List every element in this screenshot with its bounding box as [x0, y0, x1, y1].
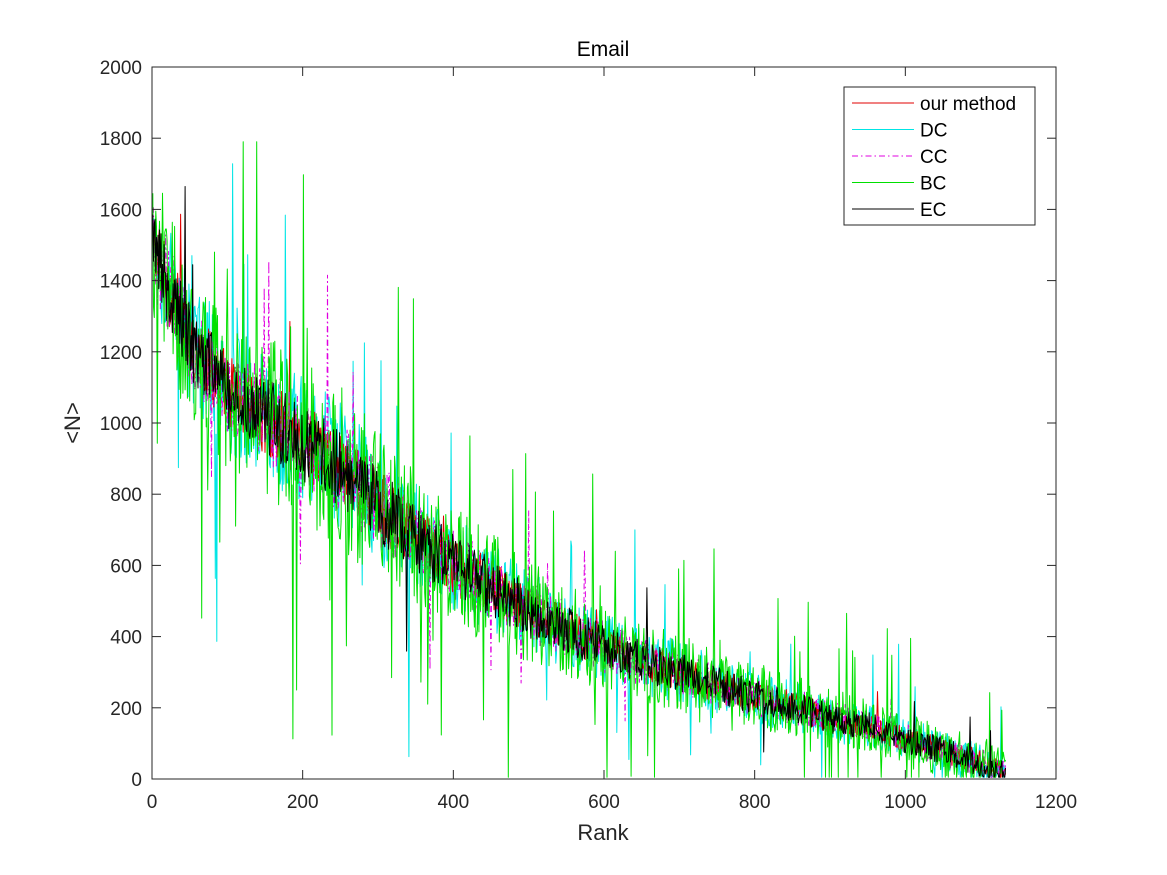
y-tick-label: 400	[110, 628, 142, 649]
y-tick-label: 1200	[100, 343, 142, 364]
legend-entry-bc: BC	[920, 174, 946, 195]
series-line-dc	[152, 163, 1006, 778]
y-tick-label: 0	[131, 770, 142, 791]
y-tick-label: 2000	[100, 58, 142, 79]
y-axis-label: <N>	[60, 402, 85, 444]
legend-entry-dc: DC	[920, 121, 947, 142]
y-tick-label: 800	[110, 485, 142, 506]
y-tick-label: 1000	[100, 414, 142, 435]
chart-title: Email	[577, 38, 630, 61]
x-tick-label: 200	[287, 792, 319, 813]
y-tick-label: 200	[110, 699, 142, 720]
x-tick-label: 0	[147, 792, 158, 813]
y-tick-label: 1800	[100, 129, 142, 150]
series-line-cc	[152, 207, 1006, 778]
legend-entry-ec: EC	[920, 200, 946, 221]
series-layer	[152, 141, 1006, 778]
x-tick-label: 400	[437, 792, 469, 813]
x-axis-label: Rank	[577, 820, 629, 845]
x-tick-label: 1000	[884, 792, 926, 813]
x-tick-label: 1200	[1035, 792, 1077, 813]
x-tick-label: 800	[739, 792, 771, 813]
legend-entry-our-method: our method	[920, 94, 1016, 115]
y-tick-label: 600	[110, 556, 142, 577]
y-tick-label: 1600	[100, 200, 142, 221]
x-tick-label: 600	[588, 792, 620, 813]
series-line-our-method	[152, 213, 1006, 778]
y-tick-label: 1400	[100, 272, 142, 293]
legend-entry-cc: CC	[920, 147, 947, 168]
series-line-ec	[152, 186, 1006, 778]
tick-layer: 0 200 400 600 800 1000 1200 0 200 400 600 800 1000 12…	[100, 58, 1077, 813]
legend: our method DC CC BC EC	[843, 86, 1036, 226]
